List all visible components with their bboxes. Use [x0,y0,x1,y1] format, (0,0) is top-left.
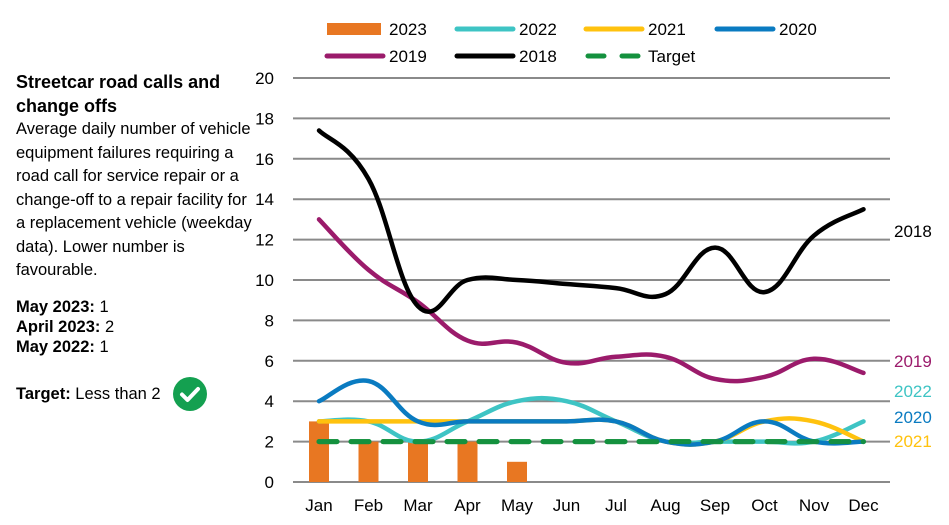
bars-2023 [309,421,527,482]
legend-item-2018: 2018 [454,47,557,66]
bar-2023 [358,441,379,482]
bar-2023 [457,441,478,482]
end-label-2018: 2018 [894,222,932,241]
x-tick-label: Dec [848,496,879,515]
legend: 2023 2022 2021 2020 2019 2018 Target [324,20,817,66]
panel-title: Streetcar road calls and change offs [16,72,221,116]
target-row: Target: Less than 2 [16,376,256,411]
y-tick-label: 10 [255,271,274,290]
legend-item-2022: 2022 [454,20,557,39]
legend-label: 2023 [389,20,427,39]
stat-label: May 2022: [16,337,95,356]
y-tick-label: 16 [255,150,274,169]
legend-label: 2018 [519,47,557,66]
stat-row: May 2023: 1 [16,297,256,317]
end-label-2021: 2021 [894,432,932,451]
end-label-2019: 2019 [894,352,932,371]
bar-2023 [309,421,329,482]
line-2020 [316,378,866,447]
legend-label: 2022 [519,20,557,39]
y-tick-label: 14 [255,190,274,209]
y-tick-label: 12 [255,231,274,250]
x-tick-label: Sep [700,496,730,515]
y-tick-label: 20 [255,69,274,88]
x-tick-label: Oct [751,496,778,515]
x-tick-label: Apr [454,496,481,515]
x-axis-ticks: Jan Feb Mar Apr May Jun Jul Aug Sep Oct Nov Dec [305,496,879,515]
target-label: Target: [16,384,71,403]
y-axis-ticks: 0 2 4 6 8 10 12 14 16 18 20 [255,69,274,492]
stat-label: April 2023: [16,317,101,336]
x-tick-label: Nov [799,496,830,515]
target-value: Less than 2 [75,384,161,403]
legend-label: Target [648,47,696,66]
x-tick-label: Aug [650,496,680,515]
legend-label: 2020 [779,20,817,39]
x-tick-label: May [501,496,534,515]
line-2018 [316,128,866,314]
stat-label: May 2023: [16,297,95,316]
stat-row: April 2023: 2 [16,317,256,337]
stats-list: May 2023: 1 April 2023: 2 May 2022: 1 [16,297,256,357]
x-tick-label: Mar [403,496,433,515]
bar-2023 [507,461,527,482]
x-tick-label: Jul [605,496,627,515]
y-tick-label: 18 [255,109,274,128]
stat-row: May 2022: 1 [16,337,256,357]
legend-swatch [327,23,381,35]
end-label-2022: 2022 [894,382,932,401]
panel-description: Average daily number of vehicle equipmen… [16,120,252,279]
y-tick-label: 8 [265,311,274,330]
series-lines [316,128,866,447]
stat-value: 1 [99,297,109,316]
line-2019 [316,217,866,384]
end-labels: 2022 2021 2020 2019 2018 [894,222,932,451]
check-circle-icon [172,376,207,411]
x-tick-label: Jan [305,496,332,515]
stat-value: 1 [99,337,109,356]
legend-item-2021: 2021 [583,20,686,39]
legend-item-2023: 2023 [327,20,427,39]
legend-item-2020: 2020 [714,20,817,39]
legend-label: 2019 [389,47,427,66]
legend-label: 2021 [648,20,686,39]
legend-item-2019: 2019 [324,47,427,66]
x-tick-label: Jun [553,496,580,515]
legend-item-target: Target [585,47,696,66]
y-tick-label: 2 [265,433,274,452]
y-tick-label: 0 [265,473,274,492]
y-tick-label: 4 [265,392,274,411]
y-tick-label: 6 [265,352,274,371]
info-panel: Streetcar road calls and change offs Ave… [16,70,256,411]
stat-value: 2 [104,317,115,336]
x-tick-label: Feb [354,496,383,515]
bar-2023 [408,441,428,482]
end-label-2020: 2020 [894,408,932,427]
